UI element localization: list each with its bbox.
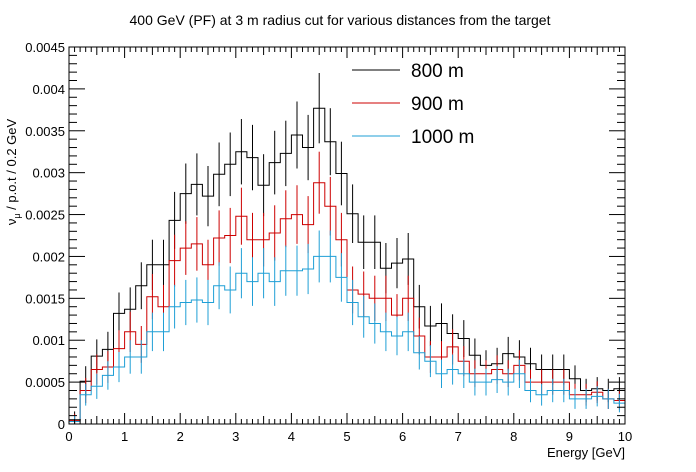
- axis-ticks: 0 1 2 3 4 5 6 7 8 9 10 0 0.0005 0.001 0.0015 0.002 0.002…: [25, 40, 632, 444]
- y-tick-label: 0.0005: [25, 375, 65, 390]
- y-tick-label: 0.0025: [25, 208, 65, 223]
- x-tick-label: 7: [455, 429, 462, 444]
- y-tick-label: 0.004: [32, 82, 65, 97]
- chart-title: 400 GeV (PF) at 3 m radius cut for vario…: [130, 12, 551, 28]
- x-tick-label: 9: [566, 429, 573, 444]
- y-axis-title-rest: / p.o.t / 0.2 GeV: [4, 119, 19, 214]
- legend-item: 1000 m: [352, 127, 474, 148]
- y-tick-label: 0.001: [32, 333, 65, 348]
- x-tick-label: 5: [343, 429, 350, 444]
- x-tick-label: 2: [177, 429, 184, 444]
- x-tick-label: 10: [618, 429, 632, 444]
- x-tick-label: 6: [399, 429, 406, 444]
- series-step-line: [69, 255, 625, 422]
- x-tick-label: 1: [121, 429, 128, 444]
- y-tick-label: 0.0015: [25, 291, 65, 306]
- y-tick-label: 0.002: [32, 249, 65, 264]
- y-tick-label: 0.0035: [25, 124, 65, 139]
- y-tick-label: 0: [58, 417, 65, 432]
- legend-label: 800 m: [411, 61, 464, 82]
- y-axis-title: νμ / p.o.t / 0.2 GeV: [4, 119, 22, 226]
- x-tick-label: 3: [232, 429, 239, 444]
- legend-item: 800 m: [352, 61, 464, 82]
- x-tick-label: 8: [510, 429, 517, 444]
- x-tick-label: 0: [65, 429, 72, 444]
- y-tick-label: 0.003: [32, 166, 65, 181]
- y-axis-title-nu: ν: [4, 219, 19, 226]
- y-axis-title-mu-subscript: μ: [12, 213, 22, 218]
- legend: 800 m 900 m 1000 m: [352, 61, 474, 148]
- legend-item: 900 m: [352, 94, 464, 115]
- series-1: [69, 73, 625, 424]
- legend-label: 900 m: [411, 94, 464, 115]
- x-axis-title: Energy [GeV]: [547, 445, 625, 460]
- series-layer: [69, 73, 625, 424]
- x-tick-label: 4: [288, 429, 295, 444]
- legend-label: 1000 m: [411, 127, 474, 148]
- series-3: [69, 230, 625, 424]
- y-tick-label: 0.0045: [25, 40, 65, 55]
